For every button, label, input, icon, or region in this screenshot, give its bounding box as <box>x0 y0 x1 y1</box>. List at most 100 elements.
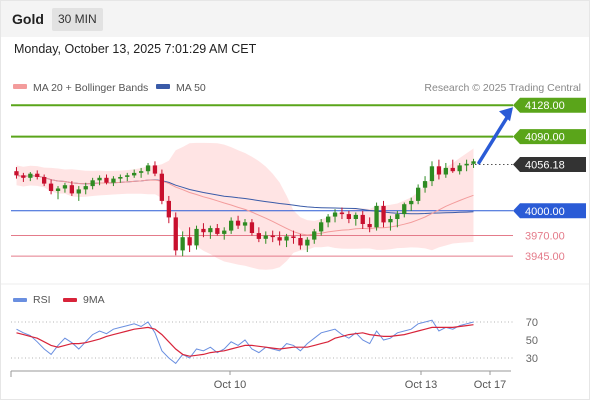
candle-body <box>471 161 476 164</box>
candle-body <box>443 167 448 175</box>
candle-body <box>145 165 151 172</box>
candle <box>312 228 317 244</box>
candle-body <box>298 238 303 246</box>
candle-body <box>270 235 275 238</box>
candle <box>291 230 296 244</box>
candle-body <box>332 212 338 217</box>
candle <box>90 177 95 190</box>
candle-body <box>42 177 47 184</box>
target-arrow-head <box>499 107 513 122</box>
level-label-4000.00: 4000.00 <box>513 203 586 219</box>
candle-body <box>215 228 220 234</box>
candle <box>76 186 81 201</box>
candle-body <box>55 188 61 191</box>
candle-body <box>229 220 234 231</box>
main-legend: MA 20 + Bollinger Bands MA 50 Research ©… <box>13 82 581 94</box>
candle-body <box>21 175 26 178</box>
candle-body <box>104 177 109 183</box>
candle <box>208 225 213 239</box>
candle-body <box>374 205 379 228</box>
candle-body <box>194 228 199 246</box>
candle <box>402 202 407 218</box>
candle <box>55 186 61 200</box>
rsi-ma-legend-label: 9MA <box>83 294 105 306</box>
rsi-ma-legend-swatch <box>63 298 77 302</box>
x-tick-label: Oct 10 <box>214 379 246 391</box>
candle <box>298 233 303 250</box>
candle <box>166 195 171 224</box>
timeframe-tab[interactable]: 30 MIN <box>52 8 103 31</box>
candle <box>125 172 130 182</box>
candle <box>319 219 324 236</box>
candle <box>159 169 164 205</box>
candle-body <box>346 214 351 219</box>
candle-body <box>118 177 123 179</box>
candle <box>215 223 220 236</box>
candle-body <box>132 172 137 176</box>
candle-body <box>353 214 358 219</box>
candle <box>443 162 448 178</box>
candle <box>222 227 227 240</box>
ma50-legend-label: MA 50 <box>176 82 206 94</box>
chart-header: Gold 30 MIN <box>1 1 589 37</box>
candle <box>416 184 421 205</box>
candle-body <box>28 173 33 178</box>
candle <box>339 207 345 220</box>
candle-body <box>173 217 178 251</box>
candle-body <box>125 175 130 177</box>
candle <box>152 161 158 177</box>
candle <box>381 200 386 228</box>
level-label-text: 3945.00 <box>525 251 565 263</box>
candle-body <box>429 166 435 182</box>
candle-body <box>360 214 365 224</box>
rsi-ma-line <box>16 324 474 357</box>
candle <box>374 202 379 231</box>
candle <box>263 231 268 244</box>
candle <box>464 159 469 172</box>
candle-body <box>83 186 88 190</box>
rsi-axis-label-70: 70 <box>526 317 538 329</box>
rsi-legend-label: RSI <box>33 294 51 306</box>
candle-body <box>180 237 185 251</box>
candle-body <box>436 166 442 175</box>
candle <box>180 231 185 257</box>
candle <box>201 223 206 238</box>
level-label-text: 4000.00 <box>525 206 565 218</box>
candle <box>346 210 351 224</box>
candle-body <box>402 204 407 215</box>
candle <box>69 181 74 196</box>
level-label-4056.18: 4056.18 <box>513 156 586 172</box>
bollinger-bands <box>16 142 474 270</box>
level-label-4128.00: 4128.00 <box>513 97 586 113</box>
candle-body <box>464 163 469 166</box>
x-tick-label: Oct 17 <box>474 379 506 391</box>
candle-body <box>242 222 248 226</box>
candle-body <box>381 205 386 223</box>
candle-body <box>235 220 241 226</box>
level-label-text: 4090.00 <box>525 132 565 144</box>
candle <box>388 215 393 231</box>
candle-body <box>187 237 192 246</box>
level-label-text: 4056.18 <box>525 159 565 171</box>
candle <box>305 237 310 253</box>
candle <box>139 167 144 178</box>
bollinger-band-fill <box>16 142 474 270</box>
candle-body <box>111 178 116 183</box>
candle <box>83 182 88 195</box>
candle <box>360 210 365 229</box>
candle <box>409 197 414 211</box>
candle <box>194 225 199 250</box>
candle <box>145 162 151 175</box>
rsi-axis-label-30: 30 <box>526 353 538 365</box>
ma20-legend-label: MA 20 + Bollinger Bands <box>33 82 148 94</box>
target-arrow <box>477 107 513 165</box>
candle <box>436 159 442 180</box>
candle-body <box>69 185 74 194</box>
candle-body <box>166 200 171 218</box>
time-axis-ticks: Oct 10 Oct 13 Oct 17 <box>10 371 506 391</box>
candle <box>256 227 261 243</box>
candle-body <box>319 222 324 232</box>
candle-body <box>291 236 296 238</box>
candle <box>284 233 289 248</box>
candle <box>429 161 435 187</box>
